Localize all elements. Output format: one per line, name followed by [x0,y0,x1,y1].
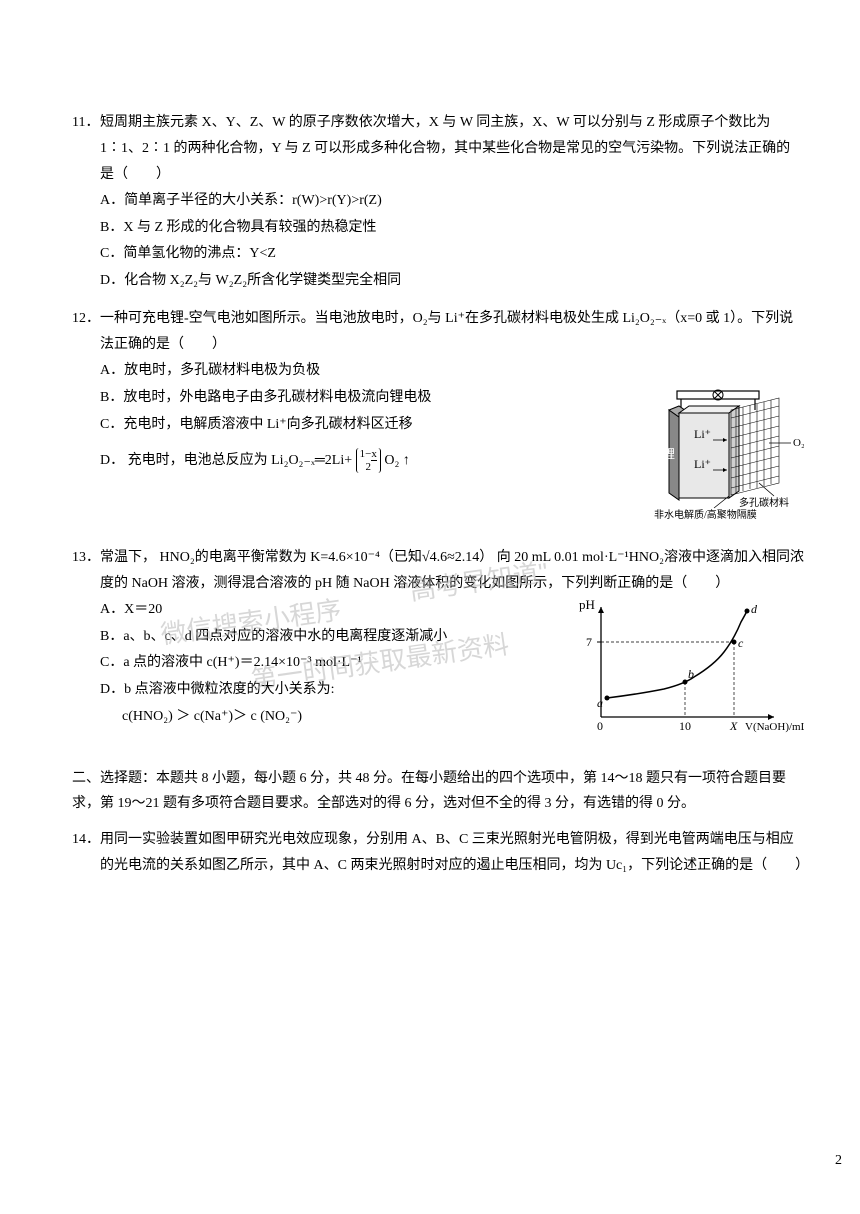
chart-x-0: 0 [597,719,603,733]
q12-figure: Li⁺ Li⁺ 锂 O₂ 多孔碳材料 非水电解质/高聚物隔膜 [639,358,804,533]
q12-optA-label: A． [100,358,124,384]
question-12: 12． 一种可充电锂-空气电池如图所示。当电池放电时，O₂与 Li⁺在多孔碳材料… [72,306,804,533]
fig-lithium: 锂 [663,446,675,461]
q13-chart: pH 7 a b c d 0 10 X V(NaOH)/mL [569,597,804,752]
q11-optD: 化合物 X₂Z₂与 W₂Z₂所含化学键类型完全相同 [124,273,401,288]
q11-stem: 短周期主族元素 X、Y、Z、W 的原子序数依次增大，X 与 W 同主族，X、W … [100,110,804,188]
chart-pt-b: b [688,667,694,681]
q13-number: 13． [72,545,100,597]
chart-pt-a: a [597,696,603,710]
fig-li2: Li⁺ [694,457,711,471]
q12-optB-label: B． [100,385,123,411]
q12-frac-den: 2 [360,461,377,473]
q13-optD-line2: c(HNO₂) ＞ c(Na⁺)＞ c (NO₂⁻) [122,709,302,724]
q13-optC: a 点的溶液中 c(H⁺)＝2.14×10⁻³ mol·L⁻¹ [123,655,361,670]
question-14: 14． 用同一实验装置如图甲研究光电效应现象，分别用 A、B、C 三束光照射光电… [72,827,804,879]
question-11: 11． 短周期主族元素 X、Y、Z、W 的原子序数依次增大，X 与 W 同主族，… [72,110,804,294]
q13-optD-line1: b 点溶液中微粒浓度的大小关系为: [124,682,334,697]
q11-optB-label: B． [100,215,123,241]
q13-optC-label: C． [100,650,123,676]
q12-optD-pre: 充电时，电池总反应为 Li₂O₂₋ₓ═2Li+ [128,453,353,468]
fig-carbon: 多孔碳材料 [739,496,789,509]
q12-frac-num: 1−x [360,448,377,460]
q13-optB: a、b、c、d 四点对应的溶液中水的电离程度逐渐减小 [123,629,447,644]
q12-optD-label: D． [100,448,124,474]
q11-optC: 简单氢化物的沸点：Y<Z [123,246,276,261]
page-number: 2 [835,1148,842,1174]
q14-stem: 用同一实验装置如图甲研究光电效应现象，分别用 A、B、C 三束光照射光电管阴极，… [100,827,804,879]
q12-optD-post: O₂ ↑ [384,453,410,468]
q12-number: 12． [72,306,100,358]
q11-optA: 简单离子半径的大小关系：r(W)>r(Y)>r(Z) [124,193,382,208]
q11-number: 11． [72,110,100,188]
fig-membrane: 非水电解质/高聚物隔膜 [654,508,757,521]
fig-li1: Li⁺ [694,427,711,441]
chart-ytick-7: 7 [586,635,592,649]
q11-optA-label: A． [100,188,124,214]
q12-optC: 充电时，电解质溶液中 Li⁺向多孔碳材料区迁移 [123,417,412,432]
q12-optA: 放电时，多孔碳材料电极为负极 [124,363,320,378]
chart-pt-c: c [738,636,744,650]
chart-x-X: X [729,719,738,733]
question-13: 13． 常温下， HNO₂的电离平衡常数为 K=4.6×10⁻⁴（已知√4.6≈… [72,545,804,752]
q11-optB: X 与 Z 形成的化合物具有较强的热稳定性 [123,220,376,235]
q12-stem: 一种可充电锂-空气电池如图所示。当电池放电时，O₂与 Li⁺在多孔碳材料电极处生… [100,306,804,358]
q11-optD-label: D． [100,268,124,294]
q13-optD-label: D． [100,677,124,703]
chart-x-10: 10 [679,719,691,733]
q13-stem: 常温下， HNO₂的电离平衡常数为 K=4.6×10⁻⁴（已知√4.6≈2.14… [100,545,804,597]
q12-optC-label: C． [100,412,123,438]
q12-optB: 放电时，外电路电子由多孔碳材料电极流向锂电极 [123,390,431,405]
q13-optA-label: A． [100,597,124,623]
chart-xlabel: V(NaOH)/mL [745,721,804,733]
q14-number: 14． [72,827,100,879]
q11-optC-label: C． [100,241,123,267]
chart-ylabel: pH [579,597,595,612]
q13-optB-label: B． [100,624,123,650]
section-2-header: 二、选择题：本题共 8 小题，每小题 6 分，共 48 分。在每小题给出的四个选… [72,766,804,818]
q13-optA: X＝20 [124,602,162,617]
fig-o2: O₂ [793,437,804,449]
chart-pt-d: d [751,602,758,616]
